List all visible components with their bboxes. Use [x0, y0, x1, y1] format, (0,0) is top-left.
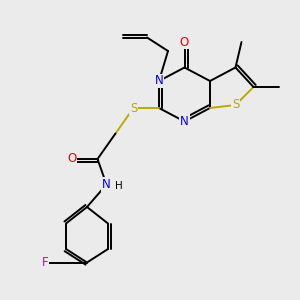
Text: O: O — [180, 35, 189, 49]
Text: S: S — [130, 101, 137, 115]
Text: H: H — [116, 181, 123, 191]
Text: N: N — [102, 178, 111, 191]
Text: S: S — [232, 98, 239, 112]
Text: F: F — [42, 256, 48, 269]
Text: N: N — [180, 115, 189, 128]
Text: O: O — [68, 152, 76, 166]
Text: N: N — [154, 74, 164, 88]
